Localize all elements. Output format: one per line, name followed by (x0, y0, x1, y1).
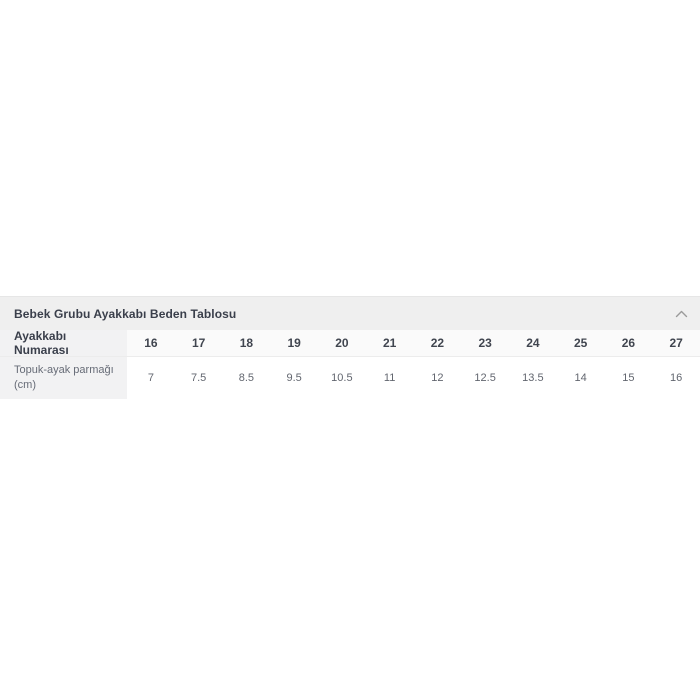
size-value: 25 (556, 330, 605, 356)
size-value: 27 (652, 330, 700, 356)
size-value: 22 (413, 330, 462, 356)
length-value: 11 (365, 357, 414, 399)
length-value: 16 (652, 357, 700, 399)
size-value: 23 (461, 330, 509, 356)
table-row-shoe-sizes: Ayakkabı Numarası 16 17 18 19 20 21 22 2… (0, 329, 700, 357)
size-value: 21 (365, 330, 414, 356)
size-chart-table: Ayakkabı Numarası 16 17 18 19 20 21 22 2… (0, 329, 700, 399)
size-value: 24 (509, 330, 557, 356)
table-row-heel-toe-length: Topuk-ayak parmağı (cm) 7 7.5 8.5 9.5 10… (0, 357, 700, 399)
size-chart-title: Bebek Grubu Ayakkabı Beden Tablosu (14, 306, 237, 321)
size-value: 17 (174, 330, 223, 356)
size-chart-accordion-header[interactable]: Bebek Grubu Ayakkabı Beden Tablosu (0, 296, 700, 330)
length-value: 9.5 (270, 357, 318, 399)
length-value: 7 (127, 357, 175, 399)
row-header-shoe-size: Ayakkabı Numarası (0, 329, 127, 357)
length-value: 12.5 (461, 357, 509, 399)
row-header-unit: (cm) (14, 379, 36, 391)
length-value: 10.5 (318, 357, 366, 399)
length-value: 15 (604, 357, 653, 399)
length-value: 14 (556, 357, 605, 399)
length-value: 7.5 (174, 357, 223, 399)
size-value: 16 (127, 330, 175, 356)
size-value: 20 (318, 330, 366, 356)
row-header-heel-toe-length: Topuk-ayak parmağı (cm) (0, 357, 127, 399)
length-value: 12 (413, 357, 462, 399)
length-value: 8.5 (222, 357, 271, 399)
size-value: 26 (604, 330, 653, 356)
chevron-up-icon[interactable] (674, 307, 688, 321)
size-value: 18 (222, 330, 271, 356)
size-value: 19 (270, 330, 318, 356)
size-chart-accordion: Bebek Grubu Ayakkabı Beden Tablosu Ayakk… (0, 296, 700, 399)
length-value: 13.5 (509, 357, 557, 399)
